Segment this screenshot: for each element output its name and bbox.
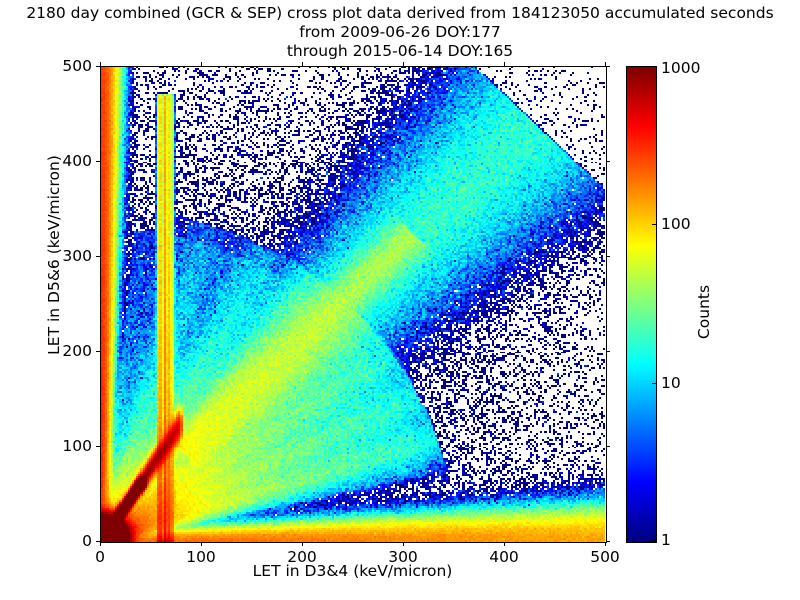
x-axis-tick [504, 542, 505, 546]
x-axis-tick-top [100, 62, 101, 66]
title-line-2: from 2009-06-26 DOY:177 [299, 23, 501, 41]
y-axis-tick-label: 100 [62, 437, 92, 455]
y-axis-tick [96, 256, 100, 257]
plot-area [100, 66, 607, 543]
y-axis-tick [96, 351, 100, 352]
colorbar-label: Counts [695, 284, 713, 340]
y-axis-tick-right [606, 351, 610, 352]
colorbar-tick-label: 100 [661, 215, 691, 234]
y-axis-tick [96, 446, 100, 447]
x-axis-tick [605, 542, 606, 546]
x-axis-tick-label: 500 [590, 548, 620, 566]
x-axis-tick-label: 200 [287, 548, 317, 566]
x-axis-tick-top [302, 62, 303, 66]
y-axis-tick-label: 300 [62, 247, 92, 265]
title-line-3: through 2015-06-14 DOY:165 [286, 42, 514, 60]
x-axis-tick [403, 542, 404, 546]
y-axis-tick-right [606, 256, 610, 257]
y-axis-tick-label: 0 [82, 532, 92, 550]
y-axis-tick [96, 541, 100, 542]
y-axis-tick-right [606, 66, 610, 67]
x-axis-tick [100, 542, 101, 546]
colorbar-tick-label: 1 [661, 531, 671, 549]
y-axis-tick-right [606, 541, 610, 542]
y-axis-tick-label: 200 [62, 342, 92, 360]
y-axis-tick [96, 66, 100, 67]
x-axis-label: LET in D3&4 (keV/micron) [252, 562, 453, 580]
figure-title: 2180 day combined (GCR & SEP) cross plot… [0, 4, 800, 61]
x-axis-tick-label: 400 [489, 548, 519, 566]
colorbar-tick [652, 66, 656, 67]
x-axis-tick-top [605, 62, 606, 66]
colorbar-tick [652, 224, 656, 226]
colorbar-gradient [627, 67, 656, 542]
title-line-1: 2180 day combined (GCR & SEP) cross plot… [26, 4, 774, 22]
x-axis-tick-top [201, 62, 202, 66]
y-axis-tick-right [606, 446, 610, 447]
colorbar [626, 66, 657, 543]
y-axis-tick [96, 161, 100, 162]
colorbar-tick [652, 382, 656, 384]
colorbar-tick-label: 10 [661, 373, 681, 392]
x-axis-tick-label: 100 [186, 548, 216, 566]
x-axis-tick [201, 542, 202, 546]
y-axis-tick-label: 500 [62, 57, 92, 75]
x-axis-tick-top [504, 62, 505, 66]
colorbar-tick-label: 1000 [661, 59, 701, 77]
y-axis-label: LET in D5&6 (keV/micron) [45, 155, 63, 355]
x-axis-tick [302, 542, 303, 546]
y-axis-tick-right [606, 161, 610, 162]
x-axis-tick-top [403, 62, 404, 66]
colorbar-tick [652, 540, 656, 541]
y-axis-tick-label: 400 [62, 152, 92, 170]
x-axis-tick-label: 0 [95, 548, 105, 566]
heatmap-scatter-plot [101, 67, 606, 542]
x-axis-tick-label: 300 [388, 548, 418, 566]
